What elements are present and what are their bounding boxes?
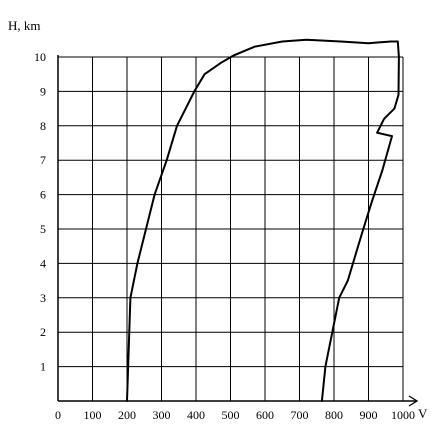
- x-tick-label: 900: [360, 408, 378, 422]
- y-axis-label: H, km: [8, 18, 41, 33]
- x-tick-label: 600: [256, 408, 274, 422]
- y-tick-label: 6: [40, 188, 46, 202]
- chart-series: [126, 38, 400, 402]
- x-tick-label: 500: [222, 408, 240, 422]
- x-tick-label: 700: [291, 408, 309, 422]
- x-axis-label: V: [418, 406, 428, 421]
- y-tick-label: 8: [40, 119, 46, 133]
- y-tick-label: 9: [40, 84, 46, 98]
- x-tick-label: 200: [118, 408, 136, 422]
- x-tick-label: 100: [84, 408, 102, 422]
- y-tick-label: 4: [40, 256, 46, 270]
- y-tick-label: 5: [40, 222, 46, 236]
- y-tick-labels: 1 2 3 4 5 6 7 8 9 10: [34, 50, 46, 374]
- chart-axes: [57, 55, 419, 407]
- x-axis-arrow: [408, 395, 419, 407]
- x-tick-label: 800: [325, 408, 343, 422]
- y-tick-label: 3: [40, 291, 46, 305]
- x-tick-label: 1000: [391, 408, 415, 422]
- x-tick-label: 300: [153, 408, 171, 422]
- y-tick-label: 10: [34, 50, 46, 64]
- x-tick-labels: 0 100 200 300 400 500 600 700 800 900 1000: [55, 408, 415, 422]
- y-tick-label: 1: [40, 360, 46, 374]
- x-tick-label: 400: [187, 408, 205, 422]
- chart-grid: [58, 56, 404, 401]
- x-tick-label: 0: [55, 408, 61, 422]
- y-tick-label: 2: [40, 325, 46, 339]
- series-line: [126, 38, 400, 402]
- y-tick-label: 7: [40, 153, 46, 167]
